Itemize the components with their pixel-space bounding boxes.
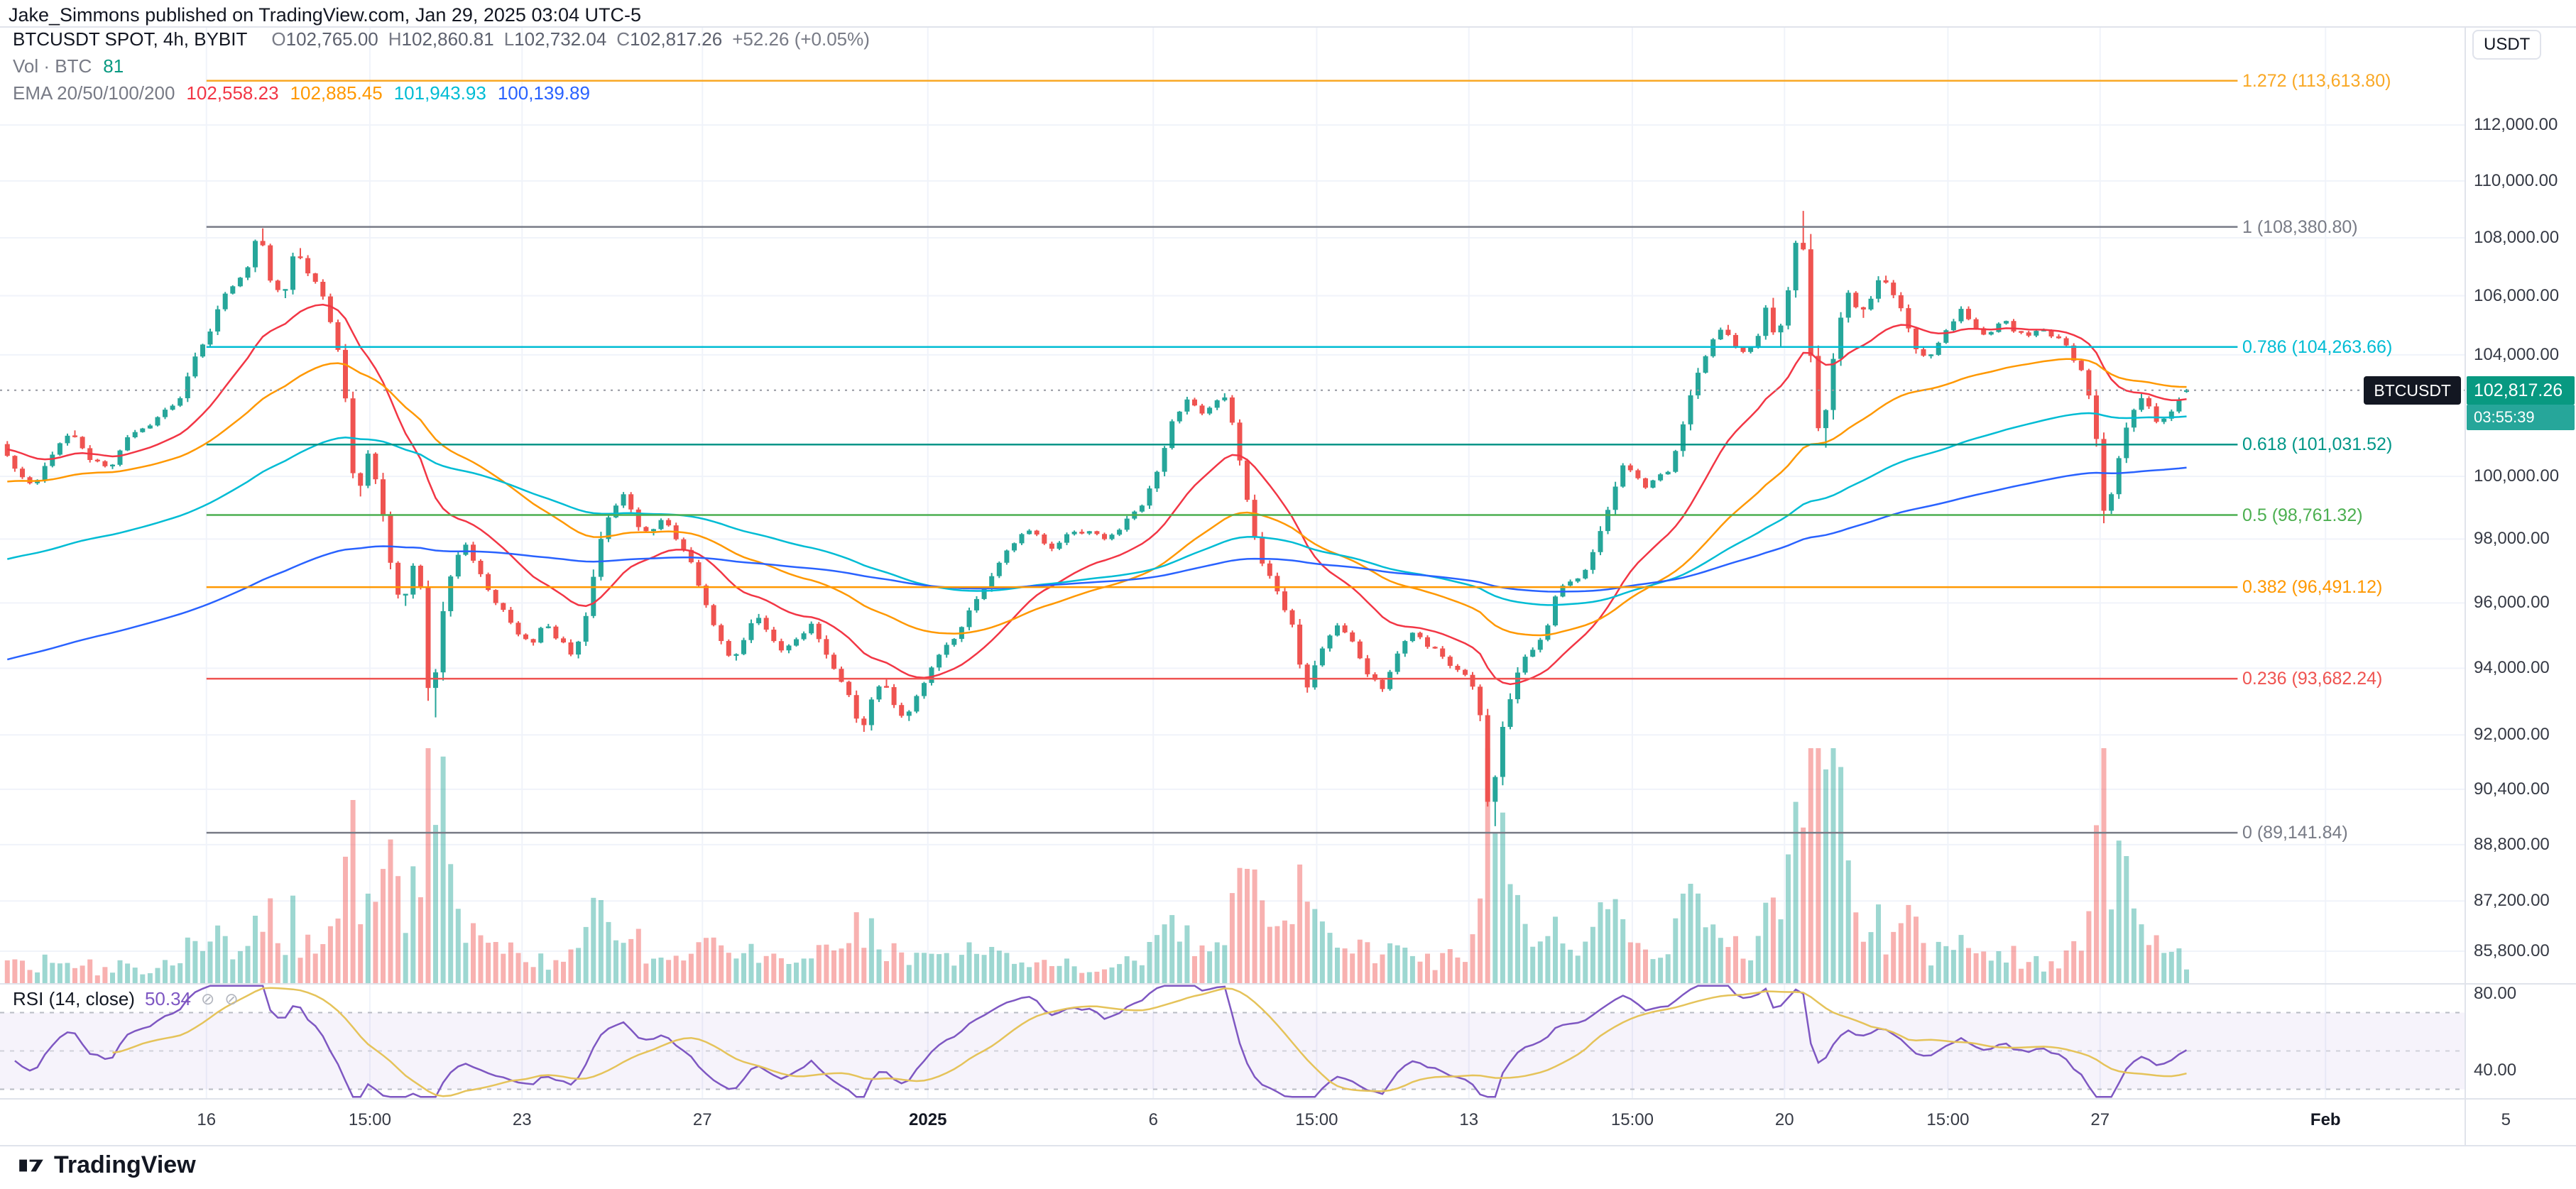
volume-label: Vol · BTC	[13, 55, 92, 77]
rsi-plot	[14, 985, 2188, 1098]
footer: TradingView	[18, 1151, 196, 1179]
time-axis-label: 2025	[909, 1110, 947, 1129]
rsi-value: 50.34	[144, 988, 192, 1009]
ohlc-value: 102,732.04	[514, 28, 607, 50]
ema-value: 102,558.23	[186, 82, 279, 104]
ema-values: 102,558.23 102,885.45 101,943.93 100,139.89	[186, 82, 601, 104]
ohlc-label: O	[271, 28, 286, 50]
time-axis-label: 6	[1148, 1110, 1158, 1129]
ohlc-value: 102,860.81	[401, 28, 494, 50]
price-axis-label: 94,000.00	[2474, 658, 2550, 678]
time-axis-label: 15:00	[1926, 1110, 1970, 1129]
ohlc-values: O102,765.00 H102,860.81 L102,732.04 C102,81…	[261, 28, 722, 50]
price-axis-label: 90,400.00	[2474, 779, 2550, 799]
publish-header: Jake_Simmons published on TradingView.co…	[9, 4, 642, 26]
symbol-legend-row: BTCUSDT SPOT, 4h, BYBIT O102,765.00 H102,8…	[13, 26, 870, 53]
ema-value: 102,885.45	[290, 82, 383, 104]
rsi-title: RSI (14, close)	[13, 988, 135, 1009]
price-axis-label: 110,000.00	[2474, 170, 2558, 190]
rsi-legend-row: RSI (14, close) 50.34 ⊘ ⊘	[13, 988, 239, 1010]
price-axis-label: 92,000.00	[2474, 725, 2550, 745]
time-axis-label: 27	[692, 1110, 712, 1129]
time-axis-label: 15:00	[1295, 1110, 1338, 1129]
symbol-price-chip: BTCUSDT	[2364, 376, 2461, 405]
rsi-eye-icon[interactable]: ⊘	[201, 990, 215, 1008]
price-axis-label: 88,800.00	[2474, 834, 2550, 854]
rsi-band	[0, 1012, 2465, 1090]
bar-countdown: 03:55:39	[2467, 404, 2575, 430]
price-axis-label: 98,000.00	[2474, 529, 2550, 549]
price-axis-label: 106,000.00	[2474, 285, 2560, 305]
ohlc-label: L	[503, 28, 515, 50]
symbol-title[interactable]: BTCUSDT SPOT, 4h, BYBIT	[13, 28, 248, 50]
time-axis-label: 13	[1459, 1110, 1479, 1129]
price-axis-label: 100,000.00	[2474, 466, 2560, 486]
candles	[4, 211, 2189, 826]
price-axis-label: 87,200.00	[2474, 891, 2550, 911]
price-axis-label: 96,000.00	[2474, 593, 2550, 613]
volume-value: 81	[103, 55, 124, 77]
time-axis-label: 16	[197, 1110, 217, 1129]
ohlc-value: 102,765.00	[285, 28, 378, 50]
ema-value: 101,943.93	[393, 82, 486, 104]
pane-separators	[0, 26, 2576, 1146]
rsi-more-icon[interactable]: ⊘	[224, 990, 239, 1008]
price-axis-label: 85,800.00	[2474, 941, 2550, 960]
volume-legend-row: Vol · BTC 81	[13, 53, 870, 80]
ema-legend-row: EMA 20/50/100/200 102,558.23 102,885.45 10…	[13, 80, 870, 106]
time-axis-label: 15:00	[1610, 1110, 1654, 1129]
price-axis[interactable]: USDT 112,000.00 110,000.00 108,000.00 106,0…	[2465, 0, 2576, 1189]
time-axis-label: 23	[512, 1110, 532, 1129]
ohlc-label: C	[616, 28, 631, 50]
last-price-label: 102,817.26	[2467, 376, 2575, 405]
fib-lines	[206, 80, 2238, 834]
tradingview-logo-icon[interactable]	[18, 1153, 44, 1178]
currency-button[interactable]: USDT	[2472, 30, 2542, 60]
chart-legend: BTCUSDT SPOT, 4h, BYBIT O102,765.00 H102,8…	[13, 26, 870, 106]
ema-label: EMA 20/50/100/200	[13, 82, 175, 104]
time-axis-label: 5	[2501, 1110, 2511, 1129]
ohlc-label: H	[388, 28, 402, 50]
grid-lines	[0, 27, 2465, 1099]
ema-lines	[6, 303, 2187, 686]
rsi-axis-label: 40.00	[2474, 1060, 2517, 1080]
time-axis-label: 20	[1774, 1110, 1794, 1129]
price-axis-label: 112,000.00	[2474, 115, 2558, 135]
price-axis-label: 108,000.00	[2474, 227, 2560, 247]
time-axis-label: 27	[2090, 1110, 2110, 1129]
volume-bars	[4, 748, 2189, 984]
rsi-axis-label: 80.00	[2474, 983, 2517, 1003]
ema-value: 100,139.89	[497, 82, 590, 104]
change-value: +52.26 (+0.05%)	[732, 28, 870, 50]
time-axis[interactable]: 16 15:00 23 27 2025 6 15:00 13 15:00 20 15:00 27 Feb…	[0, 1099, 2576, 1146]
time-axis-label: Feb	[2310, 1110, 2341, 1129]
tradingview-wordmark[interactable]: TradingView	[54, 1151, 196, 1178]
price-axis-label: 104,000.00	[2474, 344, 2560, 364]
ohlc-value: 102,817.26	[630, 28, 723, 50]
time-axis-label: 15:00	[348, 1110, 391, 1129]
